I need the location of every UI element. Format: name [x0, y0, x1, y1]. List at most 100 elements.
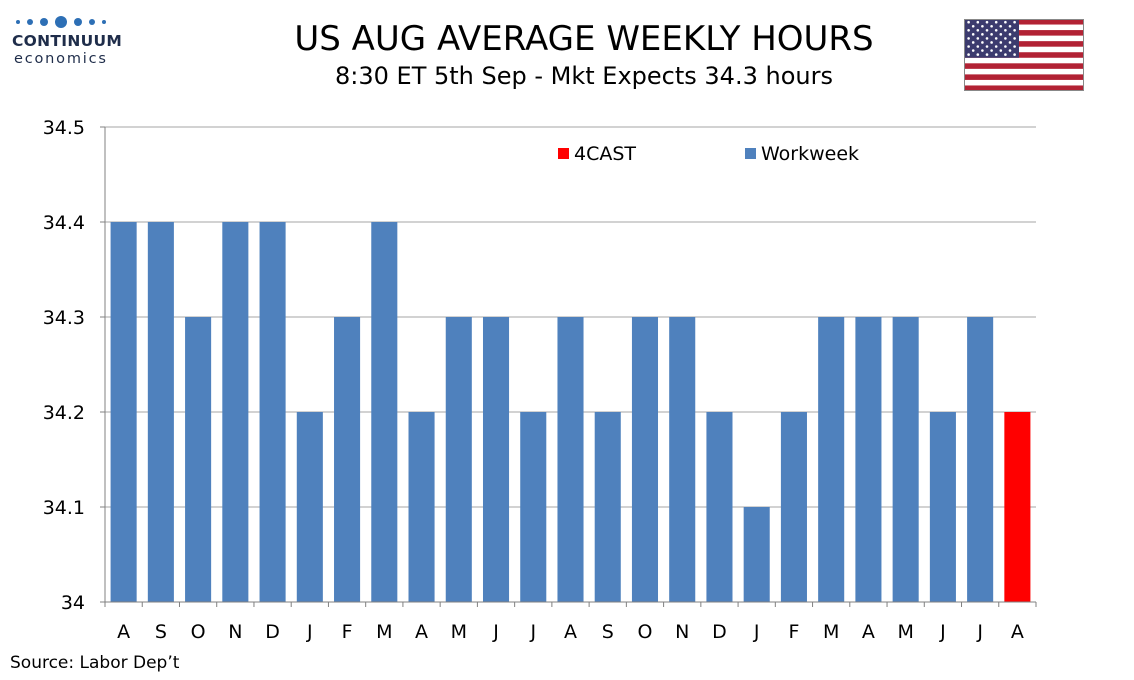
x-tick-label: O	[191, 621, 206, 643]
flag-star	[971, 41, 975, 44]
forecast-bar	[1004, 412, 1031, 602]
source-note: Source: Labor Dep’t	[10, 653, 180, 673]
x-tick-label: M	[376, 621, 392, 643]
y-tick-label: 34.1	[43, 497, 85, 519]
flag-star	[967, 53, 970, 56]
workweek-bar	[743, 507, 770, 602]
flag-star	[985, 53, 989, 56]
flag-star	[1013, 37, 1016, 40]
workweek-bar	[557, 317, 584, 602]
y-tick-label: 34.5	[43, 117, 85, 139]
x-tick-label: D	[265, 621, 280, 643]
flag-star	[981, 41, 984, 44]
flag-star	[990, 41, 993, 44]
x-tick-label: F	[788, 621, 799, 643]
flag-star	[967, 45, 970, 48]
x-tick-label: J	[306, 621, 313, 643]
flag-star	[990, 24, 993, 28]
workweek-bar	[780, 412, 807, 602]
flag-star	[981, 33, 984, 36]
flag-star	[1013, 29, 1016, 32]
legend: 4CAST Workweek	[558, 143, 859, 165]
workweek-bar	[594, 412, 621, 602]
x-tick-label: A	[862, 621, 875, 643]
workweek-bar	[929, 412, 956, 602]
x-tick-label: A	[415, 621, 428, 643]
flag-star	[1013, 53, 1016, 56]
workweek-bar	[855, 317, 882, 602]
flag-star	[981, 24, 984, 28]
flag-star	[1013, 45, 1016, 48]
x-tick-label: J	[529, 621, 536, 643]
x-tick-label: M	[897, 621, 913, 643]
x-tick-label: M	[823, 621, 839, 643]
flag-star	[1008, 41, 1012, 44]
workweek-bar	[520, 412, 547, 602]
flag-star	[1004, 45, 1007, 48]
x-tick-label: J	[976, 621, 983, 643]
axes	[100, 126, 1037, 607]
workweek-bar	[445, 317, 472, 602]
flag-star	[1008, 24, 1012, 28]
x-tick-label: N	[675, 621, 689, 643]
flag-star	[999, 41, 1003, 44]
x-tick-label: A	[1011, 621, 1024, 643]
flag-star	[976, 53, 980, 56]
flag-star	[1004, 37, 1007, 40]
flag-star	[985, 29, 989, 32]
us-flag-icon	[964, 19, 1084, 91]
workweek-bar	[967, 317, 994, 602]
brand-logo: CONTINUUM economics	[12, 14, 137, 67]
y-tick-label: 34	[61, 592, 85, 614]
flag-star	[1013, 20, 1016, 24]
x-tick-label: J	[492, 621, 499, 643]
workweek-bar	[147, 222, 174, 602]
flag-star	[994, 20, 998, 24]
y-tick-label: 34.4	[43, 212, 85, 234]
flag-star	[999, 24, 1003, 28]
chart-title: US AUG AVERAGE WEEKLY HOURS	[294, 19, 874, 59]
legend-swatch	[745, 148, 756, 159]
flag-star	[976, 29, 980, 32]
flag-star	[994, 29, 998, 32]
workweek-bar	[222, 222, 249, 602]
flag-star	[971, 24, 975, 28]
x-tick-label: A	[117, 621, 130, 643]
flag-star	[999, 33, 1003, 36]
flag-star	[994, 45, 998, 48]
brand-name: CONTINUUM	[12, 32, 123, 50]
legend-label: Workweek	[761, 143, 859, 165]
workweek-bar	[296, 412, 323, 602]
workweek-bar	[669, 317, 696, 602]
flag-star	[967, 37, 970, 40]
workweek-bar	[706, 412, 733, 602]
x-tick-label: S	[155, 621, 167, 643]
workweek-bar	[110, 222, 137, 602]
workweek-bar	[408, 412, 435, 602]
y-tick-label: 34.3	[43, 307, 85, 329]
flag-star	[976, 37, 980, 40]
x-tick-label: J	[939, 621, 946, 643]
flag-star	[1008, 49, 1012, 52]
legend-label: 4CAST	[574, 143, 636, 165]
logo-dots-icon	[12, 14, 137, 30]
flag-star	[1004, 20, 1007, 24]
x-tick-label: D	[712, 621, 727, 643]
workweek-bar	[259, 222, 286, 602]
legend-swatch	[558, 148, 569, 159]
flag-star	[976, 20, 980, 24]
workweek-bar	[334, 317, 361, 602]
flag-star	[971, 49, 975, 52]
x-tick-label: F	[342, 621, 353, 643]
workweek-bar	[482, 317, 510, 602]
flag-star	[985, 20, 989, 24]
flag-star	[990, 33, 993, 36]
flag-star	[985, 37, 989, 40]
y-tick-labels: 34 34.1 34.2 34.3 34.4 34.5	[43, 117, 85, 614]
bars	[110, 222, 1031, 602]
x-tick-label: A	[564, 621, 577, 643]
x-tick-label: O	[637, 621, 652, 643]
flag-star	[994, 37, 998, 40]
flag-star	[967, 20, 970, 24]
